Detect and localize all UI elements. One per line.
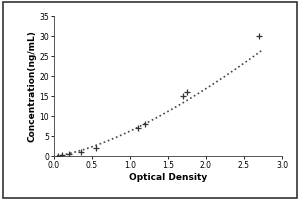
Y-axis label: Concentration(ng/mL): Concentration(ng/mL) bbox=[28, 30, 37, 142]
X-axis label: Optical Density: Optical Density bbox=[129, 173, 207, 182]
